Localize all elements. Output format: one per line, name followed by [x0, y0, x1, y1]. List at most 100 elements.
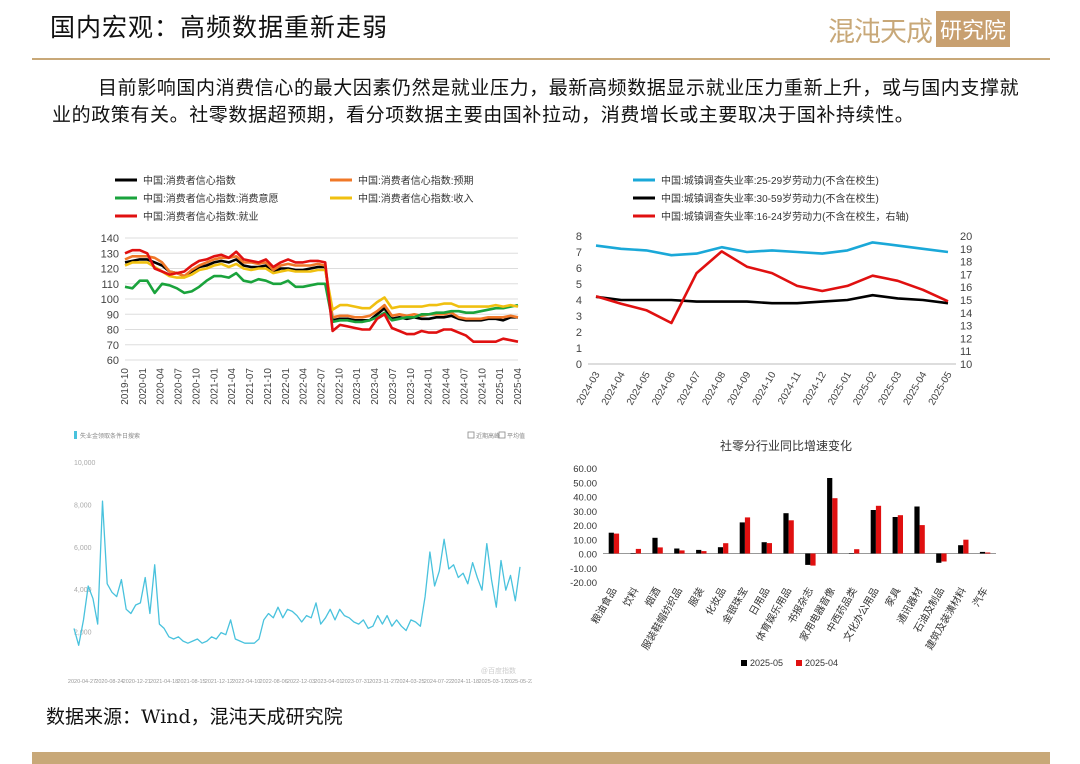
x-tick-label: 2023-11-27 — [369, 679, 397, 685]
y-tick-label: 4 — [576, 295, 582, 307]
bar — [941, 553, 947, 562]
bar — [854, 549, 860, 554]
category-label: 家具 — [882, 585, 903, 609]
series-line — [595, 250, 949, 325]
y-tick-label: 2 — [576, 327, 582, 339]
legend-label: 中国:城镇调查失业率:25-29岁劳动力(不含在校生) — [661, 174, 879, 187]
unemployment-rate-chart: 中国:城镇调查失业率:25-29岁劳动力(不含在校生) 中国:城镇调查失业率:30… — [575, 174, 973, 408]
y-tick-label: 10,000 — [74, 460, 96, 467]
brand-logo: 混沌天成 研究院 — [828, 10, 1011, 48]
x-tick-label: 2024-11-18 — [451, 679, 479, 685]
footer-bar — [32, 752, 1050, 764]
y-tick-label: 120 — [101, 264, 119, 276]
bar — [652, 537, 658, 554]
bar — [979, 551, 986, 554]
legend-swatch — [741, 660, 747, 666]
y-tick-label: 110 — [101, 279, 119, 291]
x-tick-label: 2022-12-03 — [287, 679, 315, 685]
bar — [613, 533, 620, 554]
y-tick-label: 6,000 — [74, 545, 92, 552]
x-tick-label: 2023-10 — [406, 368, 417, 405]
x-tick-label: 2025-01 — [826, 370, 854, 408]
bar — [958, 545, 964, 554]
bar — [761, 542, 767, 554]
y-tick-label: 6 — [576, 263, 582, 275]
x-tick-label: 2024-01 — [424, 368, 435, 405]
y-tick-label: -20.00 — [570, 578, 597, 589]
y2-tick-label: 18 — [960, 257, 972, 269]
bar — [875, 505, 882, 554]
y-tick-label: 7 — [576, 247, 582, 259]
category-label: 服装鞋帽纺织品 — [639, 585, 685, 652]
series-line — [124, 271, 519, 324]
bar — [608, 532, 614, 554]
bar — [766, 543, 772, 554]
logo-text: 混沌天成 — [828, 16, 933, 48]
legend-swatch — [796, 660, 802, 666]
y2-tick-label: 13 — [960, 321, 972, 333]
x-tick-label: 2024-11 — [776, 370, 804, 407]
x-tick-label: 2020-04 — [156, 368, 167, 405]
x-tick-label: 2023-01 — [352, 368, 363, 405]
bar — [657, 547, 663, 554]
category-label: 饮料 — [620, 585, 641, 609]
bar — [723, 543, 729, 554]
y-tick-label: -10.00 — [570, 564, 597, 575]
y-tick-label: 3 — [576, 311, 582, 323]
x-tick-label: 2020-01 — [138, 368, 149, 405]
bar — [635, 548, 641, 554]
legend-label: 平均值 — [507, 432, 525, 440]
x-tick-label: 2021-04 — [227, 368, 238, 405]
x-tick-label: 2022-10 — [334, 368, 345, 405]
bar — [810, 553, 816, 566]
y2-tick-label: 10 — [960, 359, 972, 371]
y-tick-label: 30.00 — [573, 507, 597, 518]
bar — [848, 553, 855, 554]
x-tick-label: 2024-03 — [575, 370, 603, 408]
x-tick-label: 2024-07 — [459, 368, 470, 405]
x-tick-label: 2023-07 — [388, 368, 399, 405]
y-tick-label: 40.00 — [573, 493, 597, 504]
bar — [788, 520, 794, 554]
y-tick-label: 0 — [576, 359, 582, 371]
header-divider — [32, 58, 1050, 60]
series-line — [124, 261, 519, 311]
x-tick-label: 2020-08-24 — [95, 679, 123, 685]
x-tick-label: 2024-12 — [801, 370, 829, 408]
legend-label: 中国:消费者信心指数:就业 — [143, 210, 259, 223]
y2-tick-label: 12 — [960, 333, 972, 345]
bar — [696, 549, 702, 554]
y-tick-label: 0.00 — [579, 550, 598, 561]
y2-tick-label: 15 — [960, 295, 972, 307]
bar — [744, 517, 751, 554]
category-label: 汽车 — [969, 585, 990, 609]
retail-sales-chart: 社零分行业同比增速变化 60.00 50.00 40.00 30.00 20.00 10.0… — [570, 438, 996, 668]
y-tick-label: 20.00 — [573, 521, 597, 532]
y2-tick-label: 14 — [960, 308, 972, 320]
bar — [717, 547, 724, 554]
y2-tick-label: 16 — [960, 282, 972, 294]
bar — [897, 515, 903, 554]
body-paragraph: 目前影响国内消费信心的最大因素仍然是就业压力，最新高频数据显示就业压力重新上升，… — [52, 77, 1020, 126]
legend-label: 中国:消费者信心指数 — [143, 174, 236, 187]
bar — [701, 551, 707, 554]
bar — [936, 553, 942, 563]
category-label: 粮油食品 — [588, 585, 619, 626]
x-tick-label: 2020-12-21 — [123, 679, 151, 685]
y-tick-label: 1 — [576, 343, 582, 355]
y-tick-label: 8,000 — [74, 502, 92, 509]
y-tick-label: 70 — [107, 340, 119, 352]
x-tick-label: 2024-09 — [726, 370, 754, 408]
legend-label: 中国:消费者信心指数:预期 — [358, 174, 474, 187]
series-line — [595, 293, 949, 305]
x-tick-label: 2023-07-31 — [342, 679, 370, 685]
series-line — [595, 241, 949, 257]
x-tick-label: 2021-08-15 — [177, 679, 205, 685]
x-tick-label: 2025-02 — [851, 370, 879, 408]
x-tick-label: 2025-05-23 — [506, 679, 532, 685]
x-tick-label: 2021-10 — [263, 368, 274, 405]
bar — [805, 553, 811, 565]
checkbox-icon — [498, 431, 506, 439]
legend-label: 中国:消费者信心指数:收入 — [358, 192, 474, 205]
x-tick-label: 2024-04 — [600, 370, 628, 408]
